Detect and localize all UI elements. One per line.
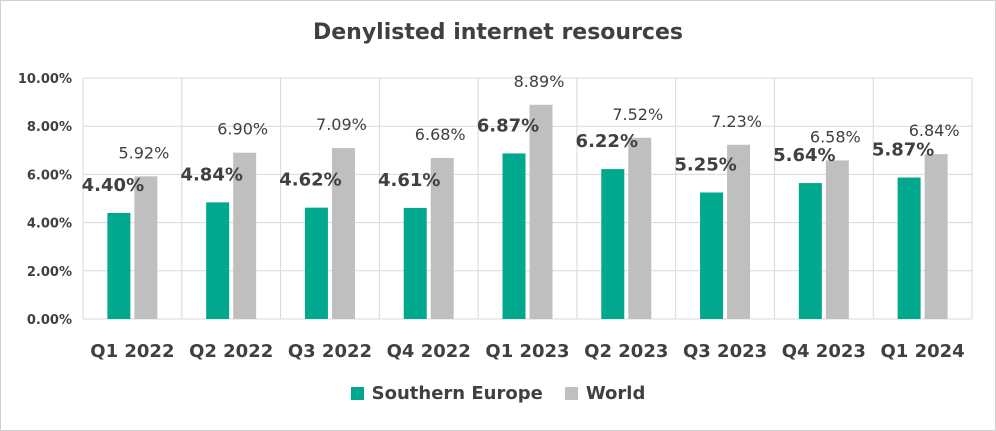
x-tick-label: Q3 2022 [288, 341, 372, 362]
legend-swatch-world [564, 387, 578, 400]
data-label-southern-europe: 5.64% [773, 145, 835, 166]
data-label-world: 6.58% [810, 127, 861, 146]
legend-item-southern-europe: Southern Europe [350, 383, 543, 404]
bar-southern-europe [107, 212, 131, 319]
bar-world [134, 176, 158, 319]
data-label-southern-europe: 5.25% [674, 154, 736, 175]
data-label-southern-europe: 6.87% [477, 115, 539, 136]
y-tick-label: 6.00% [27, 168, 72, 183]
data-label-world: 7.09% [316, 115, 367, 134]
bar-southern-europe [798, 183, 822, 319]
bar-southern-europe [897, 177, 921, 319]
bar-world [825, 160, 849, 319]
bar-southern-europe [700, 192, 724, 319]
legend-item-world: World [564, 383, 646, 404]
data-label-world: 5.92% [118, 143, 169, 162]
data-label-southern-europe: 4.61% [378, 170, 440, 191]
y-axis-ticks: 0.00% 2.00% 4.00% 6.00% 8.00% 10.00% [18, 72, 72, 328]
bar-southern-europe [403, 207, 427, 319]
gridlines [82, 77, 973, 320]
y-tick-label: 2.00% [27, 265, 72, 280]
bar-world [331, 148, 355, 319]
legend-label-southern-europe: Southern Europe [371, 383, 543, 404]
x-tick-label: Q2 2022 [189, 341, 273, 362]
y-tick-label: 4.00% [27, 217, 72, 232]
data-label-world: 6.68% [415, 125, 466, 144]
data-label-southern-europe: 4.84% [180, 164, 242, 185]
x-tick-label: Q1 2024 [881, 341, 965, 362]
data-label-world: 8.89% [514, 72, 565, 91]
data-label-world: 7.52% [612, 105, 663, 124]
bar-world [233, 152, 257, 319]
data-label-southern-europe: 6.22% [576, 131, 638, 152]
y-tick-label: 10.00% [18, 72, 72, 87]
bar-southern-europe [206, 202, 230, 319]
bar-world [727, 144, 751, 319]
bar-world [628, 137, 652, 319]
bar-southern-europe [304, 207, 328, 319]
data-labels: 4.40% 5.92% 4.84% 6.90% 4.62% 7.09% 4.61% 6.68%… [82, 72, 960, 196]
data-label-world: 6.90% [217, 120, 268, 139]
bar-southern-europe [601, 169, 625, 319]
x-tick-label: Q4 2023 [782, 341, 866, 362]
legend: Southern Europe World [0, 383, 996, 404]
legend-label-world: World [585, 383, 646, 404]
bar-world [529, 104, 553, 319]
x-tick-label: Q3 2023 [683, 341, 767, 362]
x-tick-label: Q1 2022 [90, 341, 174, 362]
bar-world [430, 158, 454, 319]
x-tick-label: Q4 2022 [387, 341, 471, 362]
bar-southern-europe [502, 153, 526, 319]
chart-title: Denylisted internet resources [312, 20, 683, 45]
x-axis-ticks: Q1 2022 Q2 2022 Q3 2022 Q4 2022 Q1 2023 Q2 20… [90, 341, 964, 362]
x-tick-label: Q1 2023 [485, 341, 569, 362]
data-label-southern-europe: 5.87% [872, 140, 934, 161]
data-label-southern-europe: 4.62% [279, 170, 341, 191]
data-label-world: 6.84% [909, 121, 960, 140]
legend-swatch-southern-europe [350, 387, 364, 400]
data-label-southern-europe: 4.40% [82, 175, 144, 196]
x-tick-label: Q2 2023 [584, 341, 668, 362]
bar-world [924, 154, 948, 319]
y-tick-label: 8.00% [27, 120, 72, 135]
bars [107, 104, 948, 319]
y-tick-label: 0.00% [27, 313, 72, 328]
data-label-world: 7.23% [711, 112, 762, 131]
